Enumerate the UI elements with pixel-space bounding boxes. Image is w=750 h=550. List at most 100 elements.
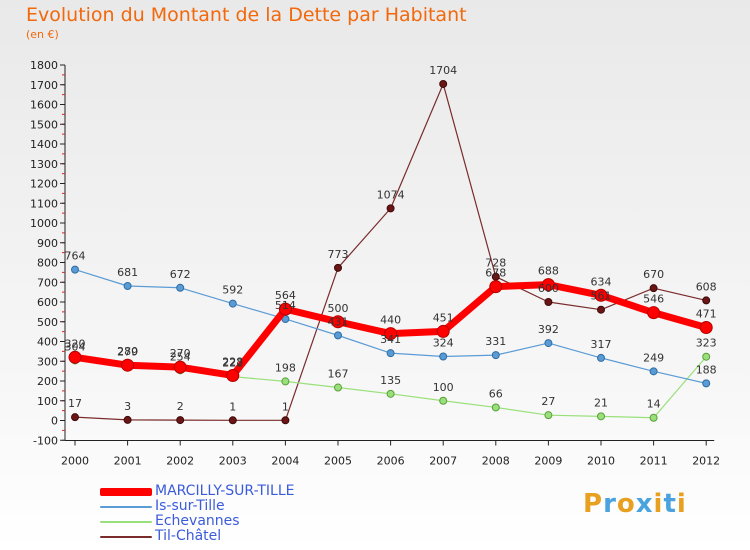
data-label-til-ch-tel: 1704 xyxy=(429,64,457,77)
data-point-til-ch-tel xyxy=(544,298,553,306)
proxiti-logo: Proxiti xyxy=(583,489,687,519)
legend-swatch xyxy=(100,488,152,496)
y-tick-label: 1800 xyxy=(30,59,58,72)
y-tick-label: 100 xyxy=(37,395,58,408)
data-point-marcilly-sur-tille xyxy=(68,350,82,364)
data-point-marcilly-sur-tille xyxy=(121,358,135,372)
y-tick-label: 700 xyxy=(37,276,58,289)
data-point-marcilly-sur-tille xyxy=(331,315,345,329)
logo-letter: t xyxy=(663,489,677,519)
data-label-is-sur-tille: 188 xyxy=(696,363,717,376)
data-point-til-ch-tel xyxy=(228,416,237,425)
y-tick-label: 400 xyxy=(37,336,58,349)
x-tick-label: 2007 xyxy=(429,455,457,468)
data-label-is-sur-tille: 392 xyxy=(538,323,559,336)
x-tick-label: 2012 xyxy=(692,455,720,468)
y-tick-label: 800 xyxy=(37,257,58,270)
data-label-marcilly-sur-tille: 688 xyxy=(538,265,559,278)
y-tick-label: 1100 xyxy=(30,197,58,210)
data-label-is-sur-tille: 431 xyxy=(328,315,349,328)
data-label-til-ch-tel: 561 xyxy=(591,290,612,303)
data-label-is-sur-tille: 331 xyxy=(485,335,506,348)
data-label-marcilly-sur-tille: 451 xyxy=(433,311,454,324)
data-label-til-ch-tel: 773 xyxy=(328,248,349,261)
data-label-echevannes: 167 xyxy=(328,368,349,381)
y-tick-label: 500 xyxy=(37,316,58,329)
x-tick-label: 2010 xyxy=(587,455,615,468)
data-point-marcilly-sur-tille xyxy=(436,324,450,338)
legend-label: Is-sur-Tille xyxy=(155,498,225,514)
data-label-til-ch-tel: 670 xyxy=(643,268,664,281)
data-label-echevannes: 135 xyxy=(380,374,401,387)
data-label-til-ch-tel: 2 xyxy=(177,400,184,413)
x-tick-label: 2005 xyxy=(324,455,352,468)
legend-swatch xyxy=(100,506,152,508)
y-tick-label: 1500 xyxy=(30,118,58,131)
data-label-til-ch-tel: 608 xyxy=(696,280,717,293)
data-point-til-ch-tel xyxy=(649,284,658,293)
data-label-is-sur-tille: 249 xyxy=(643,351,664,364)
data-point-marcilly-sur-tille xyxy=(594,288,608,302)
data-point-echevannes xyxy=(439,396,448,405)
data-point-is-sur-tille xyxy=(228,299,237,308)
data-label-echevannes: 304 xyxy=(65,340,86,353)
data-point-is-sur-tille xyxy=(491,351,500,360)
data-label-echevannes: 21 xyxy=(594,396,608,409)
data-point-marcilly-sur-tille xyxy=(226,368,240,382)
y-tick-label: 600 xyxy=(37,296,58,309)
y-tick-label: 300 xyxy=(37,355,58,368)
data-label-til-ch-tel: 728 xyxy=(485,257,506,270)
data-point-echevannes xyxy=(597,412,605,421)
data-point-is-sur-tille xyxy=(439,352,448,361)
data-point-is-sur-tille xyxy=(386,349,395,358)
x-tick-label: 2004 xyxy=(271,455,299,468)
data-point-marcilly-sur-tille xyxy=(489,280,503,294)
x-tick-label: 2011 xyxy=(640,455,668,468)
data-label-til-ch-tel: 1 xyxy=(282,400,289,413)
data-label-echevannes: 27 xyxy=(541,395,555,408)
y-tick-label: 200 xyxy=(37,375,58,388)
data-point-is-sur-tille xyxy=(544,339,553,348)
data-label-is-sur-tille: 317 xyxy=(591,338,612,351)
data-label-echevannes: 279 xyxy=(117,345,138,358)
data-label-is-sur-tille: 592 xyxy=(222,284,243,297)
y-tick-label: 1600 xyxy=(30,99,58,112)
legend-swatch xyxy=(100,536,152,538)
data-point-til-ch-tel xyxy=(71,413,79,422)
data-label-echevannes: 323 xyxy=(696,337,717,350)
data-point-is-sur-tille xyxy=(71,265,79,274)
data-label-til-ch-tel: 3 xyxy=(124,400,131,413)
data-point-til-ch-tel xyxy=(176,416,185,425)
data-label-marcilly-sur-tille: 280 xyxy=(117,345,138,358)
data-point-echevannes xyxy=(334,383,342,392)
data-point-marcilly-sur-tille xyxy=(647,306,661,320)
y-tick-label: 1700 xyxy=(30,79,58,92)
data-label-marcilly-sur-tille: 440 xyxy=(380,314,401,327)
data-point-til-ch-tel xyxy=(281,416,290,425)
logo-letter: i xyxy=(653,489,664,519)
data-point-til-ch-tel xyxy=(439,79,448,88)
logo-letter: r xyxy=(603,489,617,519)
data-point-echevannes xyxy=(281,377,290,386)
data-label-echevannes: 198 xyxy=(275,361,296,374)
data-label-til-ch-tel: 17 xyxy=(68,397,82,410)
data-label-marcilly-sur-tille: 564 xyxy=(275,289,296,302)
data-label-echevannes: 100 xyxy=(433,381,454,394)
data-label-echevannes: 66 xyxy=(489,387,503,400)
data-label-is-sur-tille: 514 xyxy=(275,299,296,312)
data-point-marcilly-sur-tille xyxy=(384,327,398,341)
data-point-is-sur-tille xyxy=(176,283,185,292)
y-tick-label: 1000 xyxy=(30,217,58,230)
logo-letter: o xyxy=(616,489,636,519)
data-label-is-sur-tille: 672 xyxy=(170,268,191,281)
data-point-til-ch-tel xyxy=(386,204,395,213)
data-label-til-ch-tel: 600 xyxy=(538,282,559,295)
x-tick-label: 2001 xyxy=(114,455,142,468)
data-point-echevannes xyxy=(386,389,395,398)
data-point-til-ch-tel xyxy=(123,415,132,424)
x-tick-label: 2003 xyxy=(219,455,247,468)
legend-label: Echevannes xyxy=(155,513,240,529)
legend-label: Til-Châtel xyxy=(155,528,222,544)
